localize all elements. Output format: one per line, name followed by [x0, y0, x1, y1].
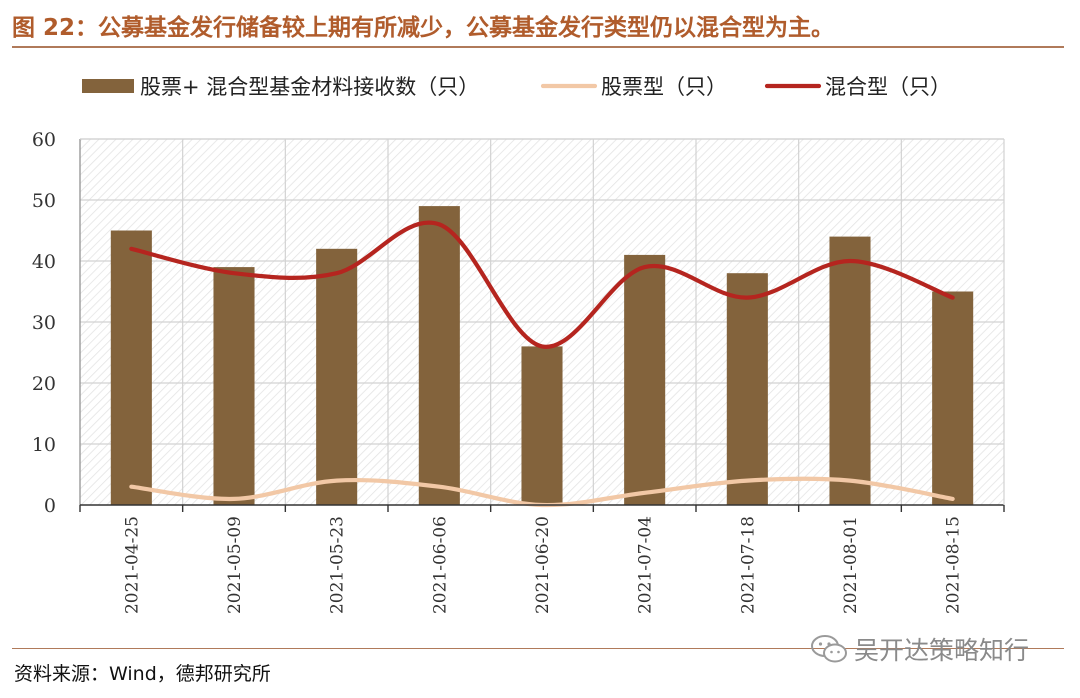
bar: [932, 291, 974, 505]
bar: [110, 230, 152, 505]
legend-label: 股票+ 混合型基金材料接收数（只）: [140, 75, 479, 99]
bar: [521, 346, 563, 505]
wechat-icon: [811, 635, 847, 663]
bar: [726, 273, 768, 505]
x-tick-label: 2021-05-09: [225, 516, 245, 614]
x-tick-label: 2021-07-04: [636, 516, 656, 614]
legend-swatch-bar: [82, 79, 134, 93]
chart-legend: 股票+ 混合型基金材料接收数（只） 股票型（只） 混合型（只）: [82, 75, 951, 99]
bar: [418, 206, 460, 505]
y-axis-ticks: 0 10 20 30 40 50 60: [32, 129, 56, 517]
bar: [316, 248, 358, 506]
footer-divider: [12, 648, 1064, 649]
title-divider: [12, 46, 1064, 48]
bar-series: [110, 206, 974, 506]
bar: [213, 267, 255, 505]
y-tick-label: 30: [32, 312, 56, 334]
watermark: 吴开达策略知行: [810, 633, 1029, 665]
x-tick-label: 2021-05-23: [328, 516, 348, 614]
x-tick-label: 2021-07-18: [738, 516, 758, 614]
y-tick-label: 40: [32, 251, 56, 273]
x-axis-ticks: 2021-04-25 2021-05-09 2021-05-23 2021-06-06…: [122, 516, 963, 614]
legend-label: 混合型（只）: [825, 75, 951, 99]
y-tick-label: 20: [32, 373, 56, 395]
watermark-text: 吴开达策略知行: [854, 636, 1030, 665]
x-tick-label: 2021-06-06: [430, 516, 450, 614]
y-tick-label: 0: [44, 495, 56, 517]
legend-label: 股票型（只）: [601, 75, 727, 99]
chart-axes: [79, 138, 1005, 512]
y-tick-label: 50: [32, 190, 56, 212]
bar: [624, 254, 666, 505]
figure-title: 图 22：公募基金发行储备较上期有所减少，公募基金发行类型仍以混合型为主。: [12, 15, 835, 41]
x-tick-label: 2021-08-15: [944, 516, 964, 614]
x-tick-label: 2021-06-20: [533, 516, 553, 614]
y-tick-label: 10: [32, 434, 56, 456]
x-tick-label: 2021-04-25: [122, 516, 142, 614]
x-tick-label: 2021-08-01: [841, 516, 861, 614]
y-tick-label: 60: [32, 129, 56, 151]
series-line: [129, 220, 955, 349]
bar: [829, 236, 871, 505]
source-note: 资料来源：Wind，德邦研究所: [14, 663, 271, 685]
